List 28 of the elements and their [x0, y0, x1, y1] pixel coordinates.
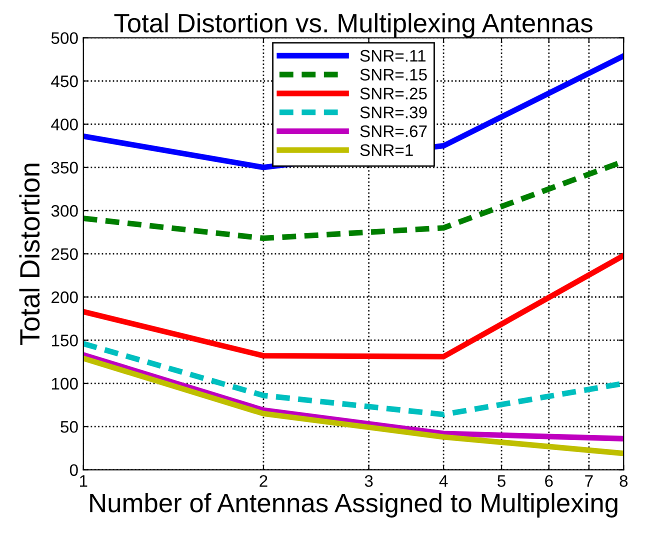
legend-label: SNR=.39 [360, 106, 427, 118]
legend-label: SNR=.67 [360, 125, 427, 138]
y-tick-label: 0 [70, 464, 78, 476]
y-tick-label: 150 [52, 334, 78, 346]
y-tick-label: 100 [52, 378, 78, 390]
x-tick-label: 3 [364, 475, 373, 487]
legend-label: SNR=1 [360, 144, 413, 156]
x-axis-title: Number of Antennas Assigned to Multiplexing [90, 492, 618, 518]
y-tick-label: 450 [51, 75, 78, 88]
y-tick-label: 200 [52, 291, 78, 304]
y-tick-label: 400 [51, 118, 78, 130]
y-tick-label: 350 [51, 162, 78, 174]
x-tick-label: 6 [545, 475, 553, 487]
x-tick-label: 2 [260, 475, 268, 487]
y-tick-label: 500 [51, 32, 78, 44]
legend-label: SNR=.11 [360, 50, 426, 62]
x-tick-label: 4 [439, 475, 448, 487]
x-tick-label: 8 [620, 475, 628, 487]
chart-title: Total Distortion vs. Multiplexing Antennas [114, 13, 592, 38]
y-axis-title: Total Distortion [19, 164, 40, 346]
legend-label: SNR=.15 [360, 68, 427, 81]
y-tick-label: 300 [51, 205, 78, 217]
y-tick-label: 50 [60, 421, 78, 433]
y-tick-label: 250 [52, 248, 78, 260]
x-tick-label: 5 [498, 475, 506, 487]
legend-label: SNR=.25 [360, 88, 427, 100]
x-tick-label: 1 [80, 475, 88, 487]
x-tick-label: 7 [585, 475, 593, 487]
